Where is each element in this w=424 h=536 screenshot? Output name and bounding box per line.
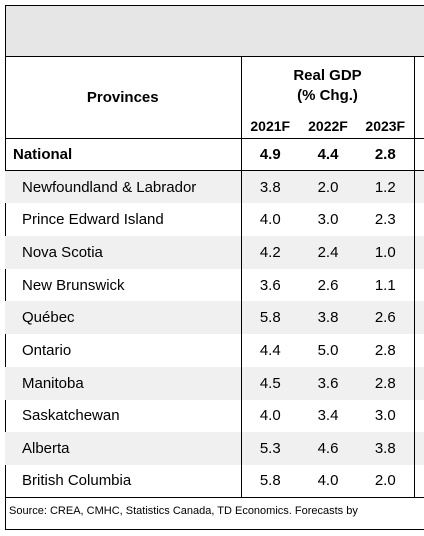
gdp-value-cell: 4.5 [241,366,299,400]
blank-cell [414,236,424,269]
gdp-value-cell: 1.0 [357,236,415,269]
blank-cell [414,464,424,499]
year-header: 2021F [241,115,299,139]
blank-cell [414,432,424,465]
table-row: Manitoba 4.5 3.6 2.8 [5,366,424,400]
gdp-value-cell: 4.6 [299,432,357,465]
blank-cell [414,269,424,302]
national-row: National 4.9 4.4 2.8 [5,138,424,172]
gdp-value-cell: 3.4 [317,407,339,425]
blank-cell [414,334,424,367]
gdp-value-cell: 3.8 [241,170,299,204]
province-name: Québec [5,301,242,335]
province-name: Alberta [5,432,242,465]
province-name: New Brunswick [5,268,242,302]
gdp-value-cell: 4.0 [259,407,281,425]
gdp-value-cell: 3.0 [357,399,415,433]
year-header: 2022F [299,115,357,139]
gdp-value-cell: 2.0 [299,170,357,204]
province-name: National [5,138,242,172]
province-name: Newfoundland & Labrador [5,170,242,204]
province-name: Saskatchewan [5,399,242,433]
blank-cell [414,170,424,204]
gdp-value-cell: 3.6 [259,276,281,294]
table-row: Prince Edward Island 4.0 3.0 2.3 [5,203,424,237]
gdp-value-cell: 4.0 [259,211,281,229]
gdp-value-cell: 3.0 [317,211,339,229]
gdp-value-cell: 2.6 [357,301,415,335]
table-row: Saskatchewan 4.0 3.4 3.0 [5,399,424,433]
gdp-value-cell: 1.2 [357,170,415,204]
gdp-value-cell: 4.0 [299,464,357,499]
gdp-value-cell: 2.4 [299,236,357,269]
blank-cell [414,366,424,400]
province-name: Nova Scotia [5,236,242,269]
gdp-value-cell: 3.6 [299,366,357,400]
blank-cell [414,203,424,236]
gdp-value-cell: 4.9 [241,138,299,172]
gdp-table: Provinces Real GDP (% Chg.) 2021F 2022F … [5,57,424,499]
blank-cell [414,400,424,433]
gdp-value-cell: 2.8 [357,138,415,172]
gdp-value-cell: 2.0 [357,464,415,499]
blank-cell [414,301,424,335]
gdp-value-cell: 3.8 [299,301,357,335]
gdp-value-cell: 3.8 [357,432,415,465]
gdp-value-cell: 2.6 [317,276,339,294]
province-name: Prince Edward Island [5,203,242,237]
table-row: Newfoundland & Labrador 3.8 2.0 1.2 [5,170,424,204]
gdp-value-cell: 4.4 [299,138,357,172]
blank-header-cell [414,57,424,115]
gdp-value-cell: 5.0 [317,341,339,359]
gdp-value-cell: 5.8 [241,301,299,335]
gdp-value-cell: 2.3 [357,203,415,237]
table-row: Nova Scotia 4.2 2.4 1.0 [5,236,424,269]
gdp-value-cell: 2.8 [357,366,415,400]
gdp-value-cell: 2.8 [357,334,415,367]
province-name: Manitoba [5,366,242,400]
table-row: Québec 5.8 3.8 2.6 [5,301,424,335]
table-row: New Brunswick 3.6 2.6 1.1 [5,268,424,302]
blank-header-cell [414,115,424,139]
province-name: Ontario [5,334,242,367]
table-row: Alberta 5.3 4.6 3.8 [5,432,424,465]
gdp-value-cell: 4.4 [259,341,281,359]
blank-cell [414,138,424,172]
gdp-value-cell: 1.1 [357,268,415,302]
source-note: Source: CREA, CMHC, Statistics Canada, T… [9,505,358,517]
year-header: 2023F [357,115,415,139]
provinces-header: Provinces [5,57,242,139]
real-gdp-header: Real GDP (% Chg.) [241,57,415,115]
gdp-value-cell: 4.2 [241,236,299,269]
title-banner [5,5,424,57]
table-row: Ontario 4.4 5.0 2.8 [5,334,424,367]
gdp-value-cell: 5.8 [241,464,299,499]
table-row: British Columbia 5.8 4.0 2.0 [5,464,424,499]
gdp-value-cell: 5.3 [241,432,299,465]
province-name: British Columbia [5,464,242,499]
